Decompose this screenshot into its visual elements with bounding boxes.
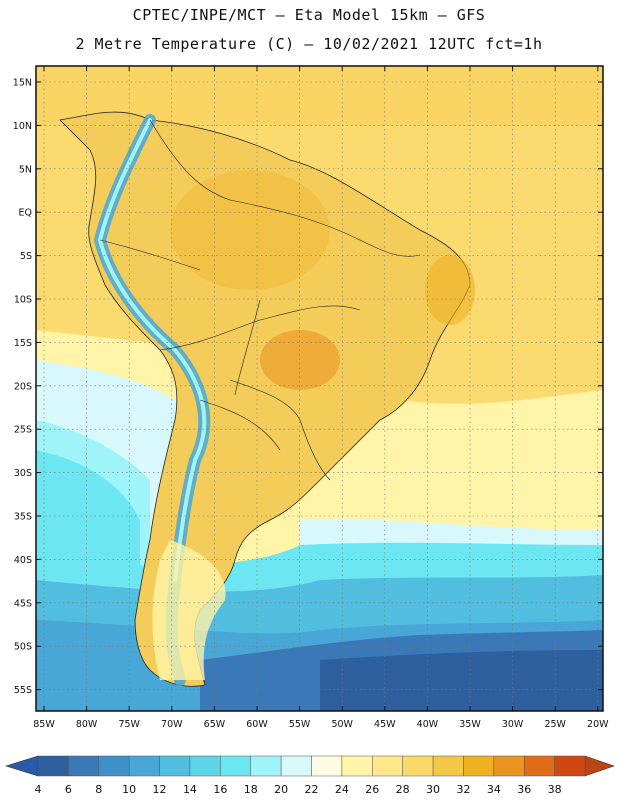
- lat-label: 40S: [14, 555, 32, 566]
- temperature-field: [36, 66, 603, 711]
- longitude-axis: 85W 80W 75W 70W 65W 60W 55W 50W 45W 40W 35W 30W 25W 2…: [33, 66, 609, 730]
- colorbar-label: 34: [487, 783, 501, 796]
- colorbar: 4 6 8 10 12 14 16 18 20 22 24 26 28 30 32 34 36 38: [4, 755, 615, 796]
- colorbar-label: 36: [517, 783, 531, 796]
- lon-label: 60W: [246, 719, 268, 730]
- lat-label: 15N: [13, 78, 32, 89]
- colorbar-segment: [463, 755, 495, 777]
- lat-label: 25S: [14, 425, 32, 436]
- colorbar-label: 20: [274, 783, 288, 796]
- colorbar-segment: [493, 755, 525, 777]
- colorbar-under-arrow: [4, 755, 39, 777]
- lat-label: 35S: [14, 512, 32, 523]
- graticule: [36, 66, 603, 711]
- lat-label: 45S: [14, 598, 32, 609]
- lat-label: 5N: [19, 164, 32, 175]
- map-title: CPTEC/INPE/MCT – Eta Model 15km – GFS: [132, 6, 486, 24]
- colorbar-segment: [250, 755, 282, 777]
- lat-label: 50S: [14, 642, 32, 653]
- colorbar-label: 8: [95, 783, 102, 796]
- colorbar-label: 24: [335, 783, 349, 796]
- lat-label: 15S: [14, 338, 32, 349]
- colorbar-label: 22: [305, 783, 319, 796]
- lon-label: 75W: [118, 719, 140, 730]
- lat-label: EQ: [19, 208, 32, 219]
- colorbar-segment: [341, 755, 373, 777]
- colorbar-segment: [280, 755, 312, 777]
- lon-label: 70W: [161, 719, 183, 730]
- colorbar-label: 32: [456, 783, 470, 796]
- colorbar-segment: [159, 755, 191, 777]
- colorbar-segment: [523, 755, 555, 777]
- colorbar-segment: [98, 755, 130, 777]
- lat-label: 30S: [14, 468, 32, 479]
- lat-label: 10N: [13, 121, 32, 132]
- lon-label: 80W: [76, 719, 98, 730]
- lon-label: 50W: [331, 719, 353, 730]
- lon-label: 20W: [587, 719, 609, 730]
- lon-label: 25W: [544, 719, 566, 730]
- colorbar-label: 6: [65, 783, 72, 796]
- map-frame: [35, 65, 604, 712]
- colorbar-label: 12: [153, 783, 167, 796]
- colorbar-segment: [68, 755, 100, 777]
- country-borders: [99, 119, 421, 481]
- colorbar-label: 38: [548, 783, 562, 796]
- colorbar-segment: [311, 755, 343, 777]
- colorbar-label: 14: [183, 783, 197, 796]
- colorbar-label: 30: [426, 783, 440, 796]
- colorbar-segment: [432, 755, 464, 777]
- lon-label: 40W: [417, 719, 439, 730]
- colorbar-label: 10: [122, 783, 136, 796]
- colorbar-segment: [220, 755, 251, 777]
- colorbar-label: 18: [244, 783, 258, 796]
- colorbar-label: 4: [35, 783, 42, 796]
- colorbar-segment: [189, 755, 221, 777]
- lon-label: 35W: [459, 719, 481, 730]
- latitude-axis: 15N 10N 5N EQ 5S 10S 15S 20S 25S 30S 35S 40S 45S 50S 5…: [13, 78, 603, 696]
- lat-label: 55S: [14, 685, 32, 696]
- lat-label: 10S: [14, 295, 32, 306]
- colorbar-segment: [402, 755, 434, 777]
- colorbar-label: 28: [396, 783, 410, 796]
- colorbar-segment: [554, 755, 586, 777]
- colorbar-label: 26: [365, 783, 379, 796]
- lon-label: 55W: [289, 719, 311, 730]
- colorbar-segment: [37, 755, 69, 777]
- colorbar-segment: [128, 755, 160, 777]
- lat-label: 5S: [20, 251, 32, 262]
- map-subtitle: 2 Metre Temperature (C) – 10/02/2021 12U…: [75, 35, 543, 53]
- lon-label: 45W: [374, 719, 396, 730]
- lat-label: 20S: [14, 381, 32, 392]
- colorbar-segment: [372, 755, 403, 777]
- lon-label: 65W: [204, 719, 226, 730]
- lon-label: 85W: [33, 719, 55, 730]
- lon-label: 30W: [502, 719, 524, 730]
- colorbar-label: 16: [213, 783, 227, 796]
- colorbar-over-arrow: [584, 755, 615, 777]
